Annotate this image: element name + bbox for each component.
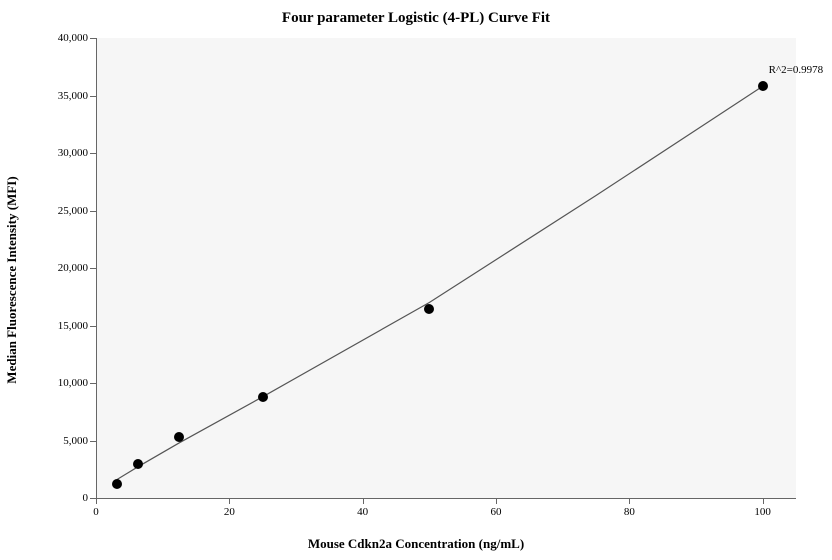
x-axis-label: Mouse Cdkn2a Concentration (ng/mL) <box>0 536 832 552</box>
y-tick-label: 40,000 <box>58 32 96 44</box>
y-tick-label: 15,000 <box>58 320 96 332</box>
y-tick-label: 10,000 <box>58 377 96 389</box>
x-tick-label: 80 <box>624 498 635 518</box>
x-axis <box>96 498 796 499</box>
data-point <box>258 392 268 402</box>
y-tick-label: 35,000 <box>58 90 96 102</box>
fit-curve-line <box>117 86 763 479</box>
data-point <box>174 432 184 442</box>
chart-title: Four parameter Logistic (4-PL) Curve Fit <box>0 10 832 27</box>
x-tick-label: 20 <box>224 498 235 518</box>
y-axis <box>96 38 97 498</box>
x-tick-label: 60 <box>491 498 502 518</box>
y-axis-label: Median Fluorescence Intensity (MFI) <box>4 176 20 383</box>
y-tick-label: 20,000 <box>58 262 96 274</box>
fit-curve <box>96 38 796 498</box>
y-tick-label: 25,000 <box>58 205 96 217</box>
chart-container: Four parameter Logistic (4-PL) Curve Fit… <box>0 0 832 560</box>
data-point <box>112 479 122 489</box>
y-tick-label: 30,000 <box>58 147 96 159</box>
x-tick-label: 0 <box>93 498 99 518</box>
plot-area: 05,00010,00015,00020,00025,00030,00035,0… <box>96 38 796 498</box>
data-point <box>758 81 768 91</box>
data-point <box>424 304 434 314</box>
data-point <box>133 459 143 469</box>
y-tick-label: 5,000 <box>63 435 96 447</box>
r-squared-annotation: R^2=0.9978 <box>769 64 823 76</box>
x-tick-label: 40 <box>357 498 368 518</box>
x-tick-label: 100 <box>754 498 771 518</box>
